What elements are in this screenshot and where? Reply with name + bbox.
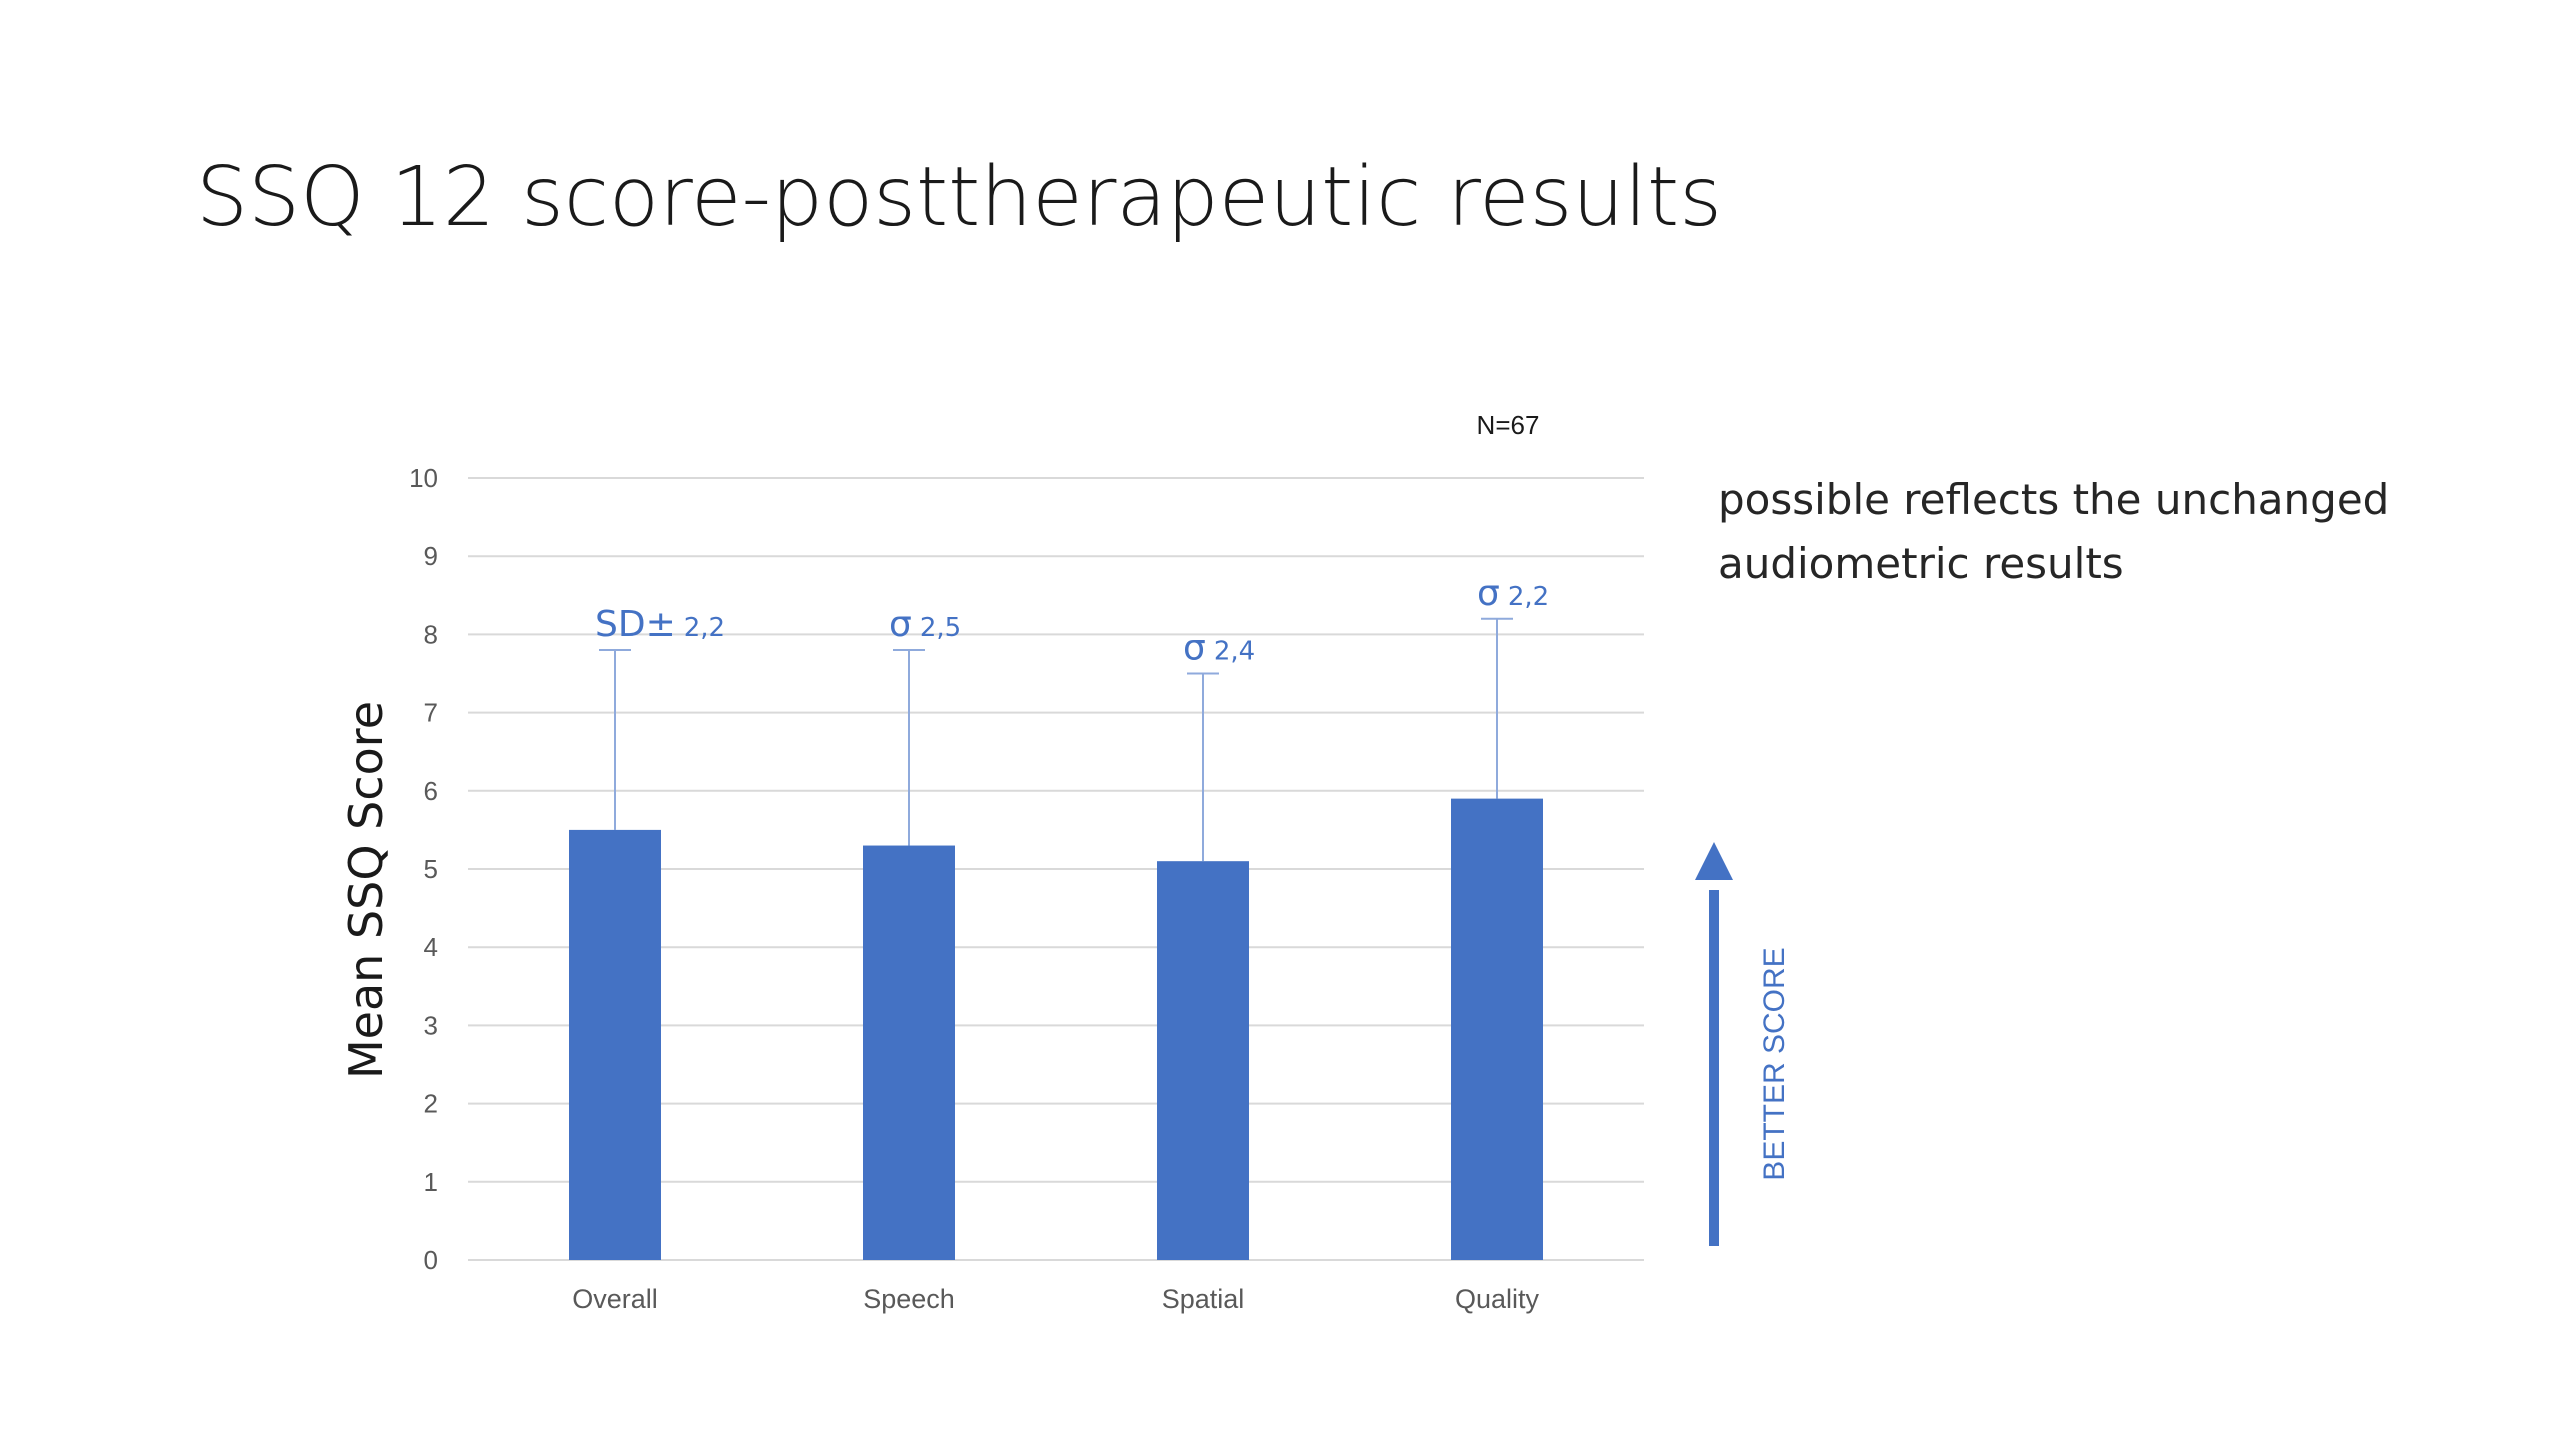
sample-size-label: N=67: [1477, 410, 1540, 440]
bar-speech: [863, 845, 955, 1260]
error-symbol: σ: [1477, 573, 1500, 614]
y-tick-label: 5: [424, 854, 438, 884]
y-tick-label: 2: [424, 1089, 438, 1119]
y-tick-label: 1: [424, 1167, 438, 1197]
bar-spatial: [1157, 861, 1249, 1260]
error-value: 2,2: [684, 613, 725, 643]
x-tick-label: Overall: [572, 1284, 658, 1314]
side-note: possible reflects the unchanged audiomet…: [1718, 468, 2438, 596]
error-value: 2,4: [1214, 637, 1255, 667]
side-note-line-1: possible reflects the unchanged: [1718, 475, 2390, 524]
y-tick-label: 4: [424, 932, 438, 962]
x-tick-label: Spatial: [1162, 1284, 1245, 1314]
side-note-line-2: audiometric results: [1718, 539, 2124, 588]
error-label: SD± 2,2: [595, 604, 725, 645]
x-tick-label: Speech: [863, 1284, 955, 1314]
y-tick-label: 7: [424, 698, 438, 728]
bar-overall: [569, 829, 661, 1260]
y-axis-label: Mean SSQ Score: [339, 701, 393, 1079]
error-symbol: SD±: [595, 604, 676, 645]
error-symbol: σ: [889, 604, 912, 645]
y-tick-label: 3: [424, 1010, 438, 1040]
y-tick-label: 10: [409, 463, 438, 493]
bar-quality: [1451, 798, 1543, 1260]
y-tick-label: 8: [424, 619, 438, 649]
error-label: σ 2,5: [889, 604, 961, 645]
error-symbol: σ: [1183, 628, 1206, 669]
arrow-up-icon: [1695, 842, 1733, 880]
y-tick-label: 0: [424, 1245, 438, 1275]
y-tick-label: 9: [424, 541, 438, 571]
x-tick-label: Quality: [1455, 1284, 1540, 1314]
error-label: σ 2,4: [1183, 628, 1255, 669]
error-value: 2,2: [1508, 582, 1549, 612]
error-value: 2,5: [920, 613, 961, 643]
better-score-label: BETTER SCORE: [1758, 947, 1791, 1180]
y-tick-label: 6: [424, 776, 438, 806]
error-label: σ 2,2: [1477, 573, 1549, 614]
slide-title: SSQ 12 score-posttherapeutic results: [196, 150, 1722, 245]
